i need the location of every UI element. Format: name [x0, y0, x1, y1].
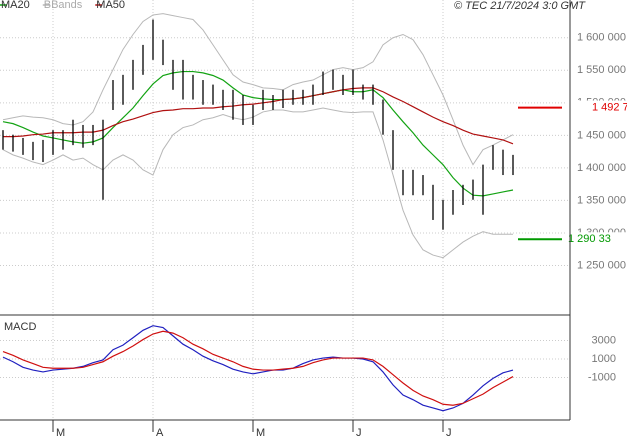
x-tick-label: M — [56, 427, 65, 439]
y-tick-label: 3000 — [592, 334, 616, 346]
bband-upper — [2, 13, 514, 166]
y-tick-label: 1 600 000 — [577, 32, 626, 44]
macd-line — [2, 330, 514, 406]
moving-average — [3, 87, 514, 145]
x-tick-label: J — [356, 427, 362, 439]
level-label-bg — [566, 100, 627, 115]
x-tick-label: J — [446, 427, 452, 439]
legend-label: BBands — [44, 0, 83, 11]
y-tick-label: 1 400 000 — [577, 162, 626, 174]
level-label: 1 290 33 — [568, 233, 611, 245]
bband-lower — [2, 107, 513, 259]
x-tick-label: A — [156, 427, 164, 439]
legend-label: MA20 — [1, 0, 30, 11]
x-tick-label: M — [256, 427, 265, 439]
copyright: © TEC 21/7/2024 3:0 GMT — [454, 0, 586, 12]
moving-average — [2, 70, 514, 197]
y-tick-label: -1000 — [588, 371, 616, 383]
y-tick-label: 1 550 000 — [577, 64, 626, 76]
macd-title: MACD — [4, 321, 36, 333]
macd-line — [2, 325, 514, 412]
legend-label: MA50 — [96, 0, 125, 11]
y-tick-label: 1 350 000 — [577, 194, 626, 206]
level-label: 1 492 7 — [592, 101, 627, 113]
level-label-bg — [566, 232, 627, 247]
y-tick-label: 1 450 000 — [577, 129, 626, 141]
y-tick-label: 1 250 000 — [577, 259, 626, 271]
y-tick-label: 1000 — [592, 353, 616, 365]
